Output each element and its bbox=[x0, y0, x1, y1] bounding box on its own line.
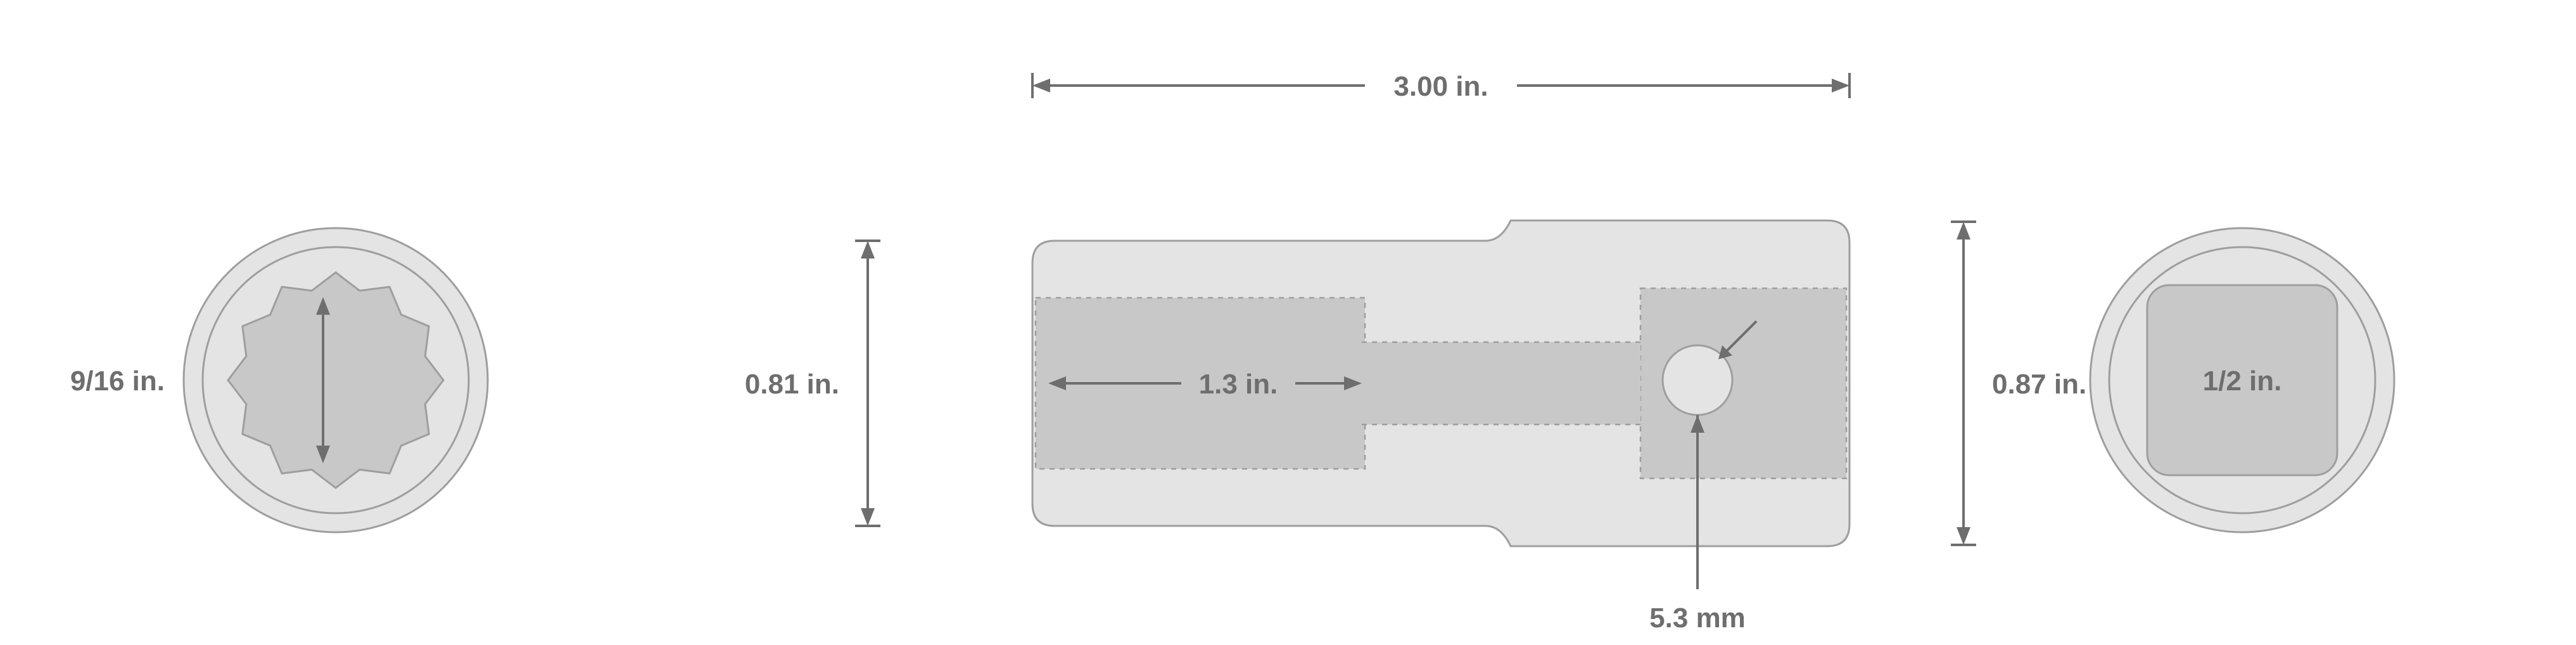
drive-size-label: 1/2 in. bbox=[2203, 366, 2282, 397]
dim-overall-length: 3.00 in. bbox=[1393, 71, 1488, 102]
drive-end-view: 1/2 in. bbox=[2090, 228, 2394, 532]
dim-ball-detent: 5.3 mm bbox=[1649, 603, 1746, 634]
dim-body-height: 0.81 in. bbox=[745, 369, 839, 400]
dim-drive-height: 0.87 in. bbox=[1992, 369, 2086, 400]
front-end-view: 9/16 in. bbox=[70, 228, 488, 532]
dim-bore-depth: 1.3 in. bbox=[1199, 369, 1278, 400]
front-size-label: 9/16 in. bbox=[70, 366, 165, 397]
socket-dimension-diagram: 9/16 in. 1/2 in. 3.00 in. 0.81 in. 0.87 in. 1… bbox=[0, 0, 2576, 645]
